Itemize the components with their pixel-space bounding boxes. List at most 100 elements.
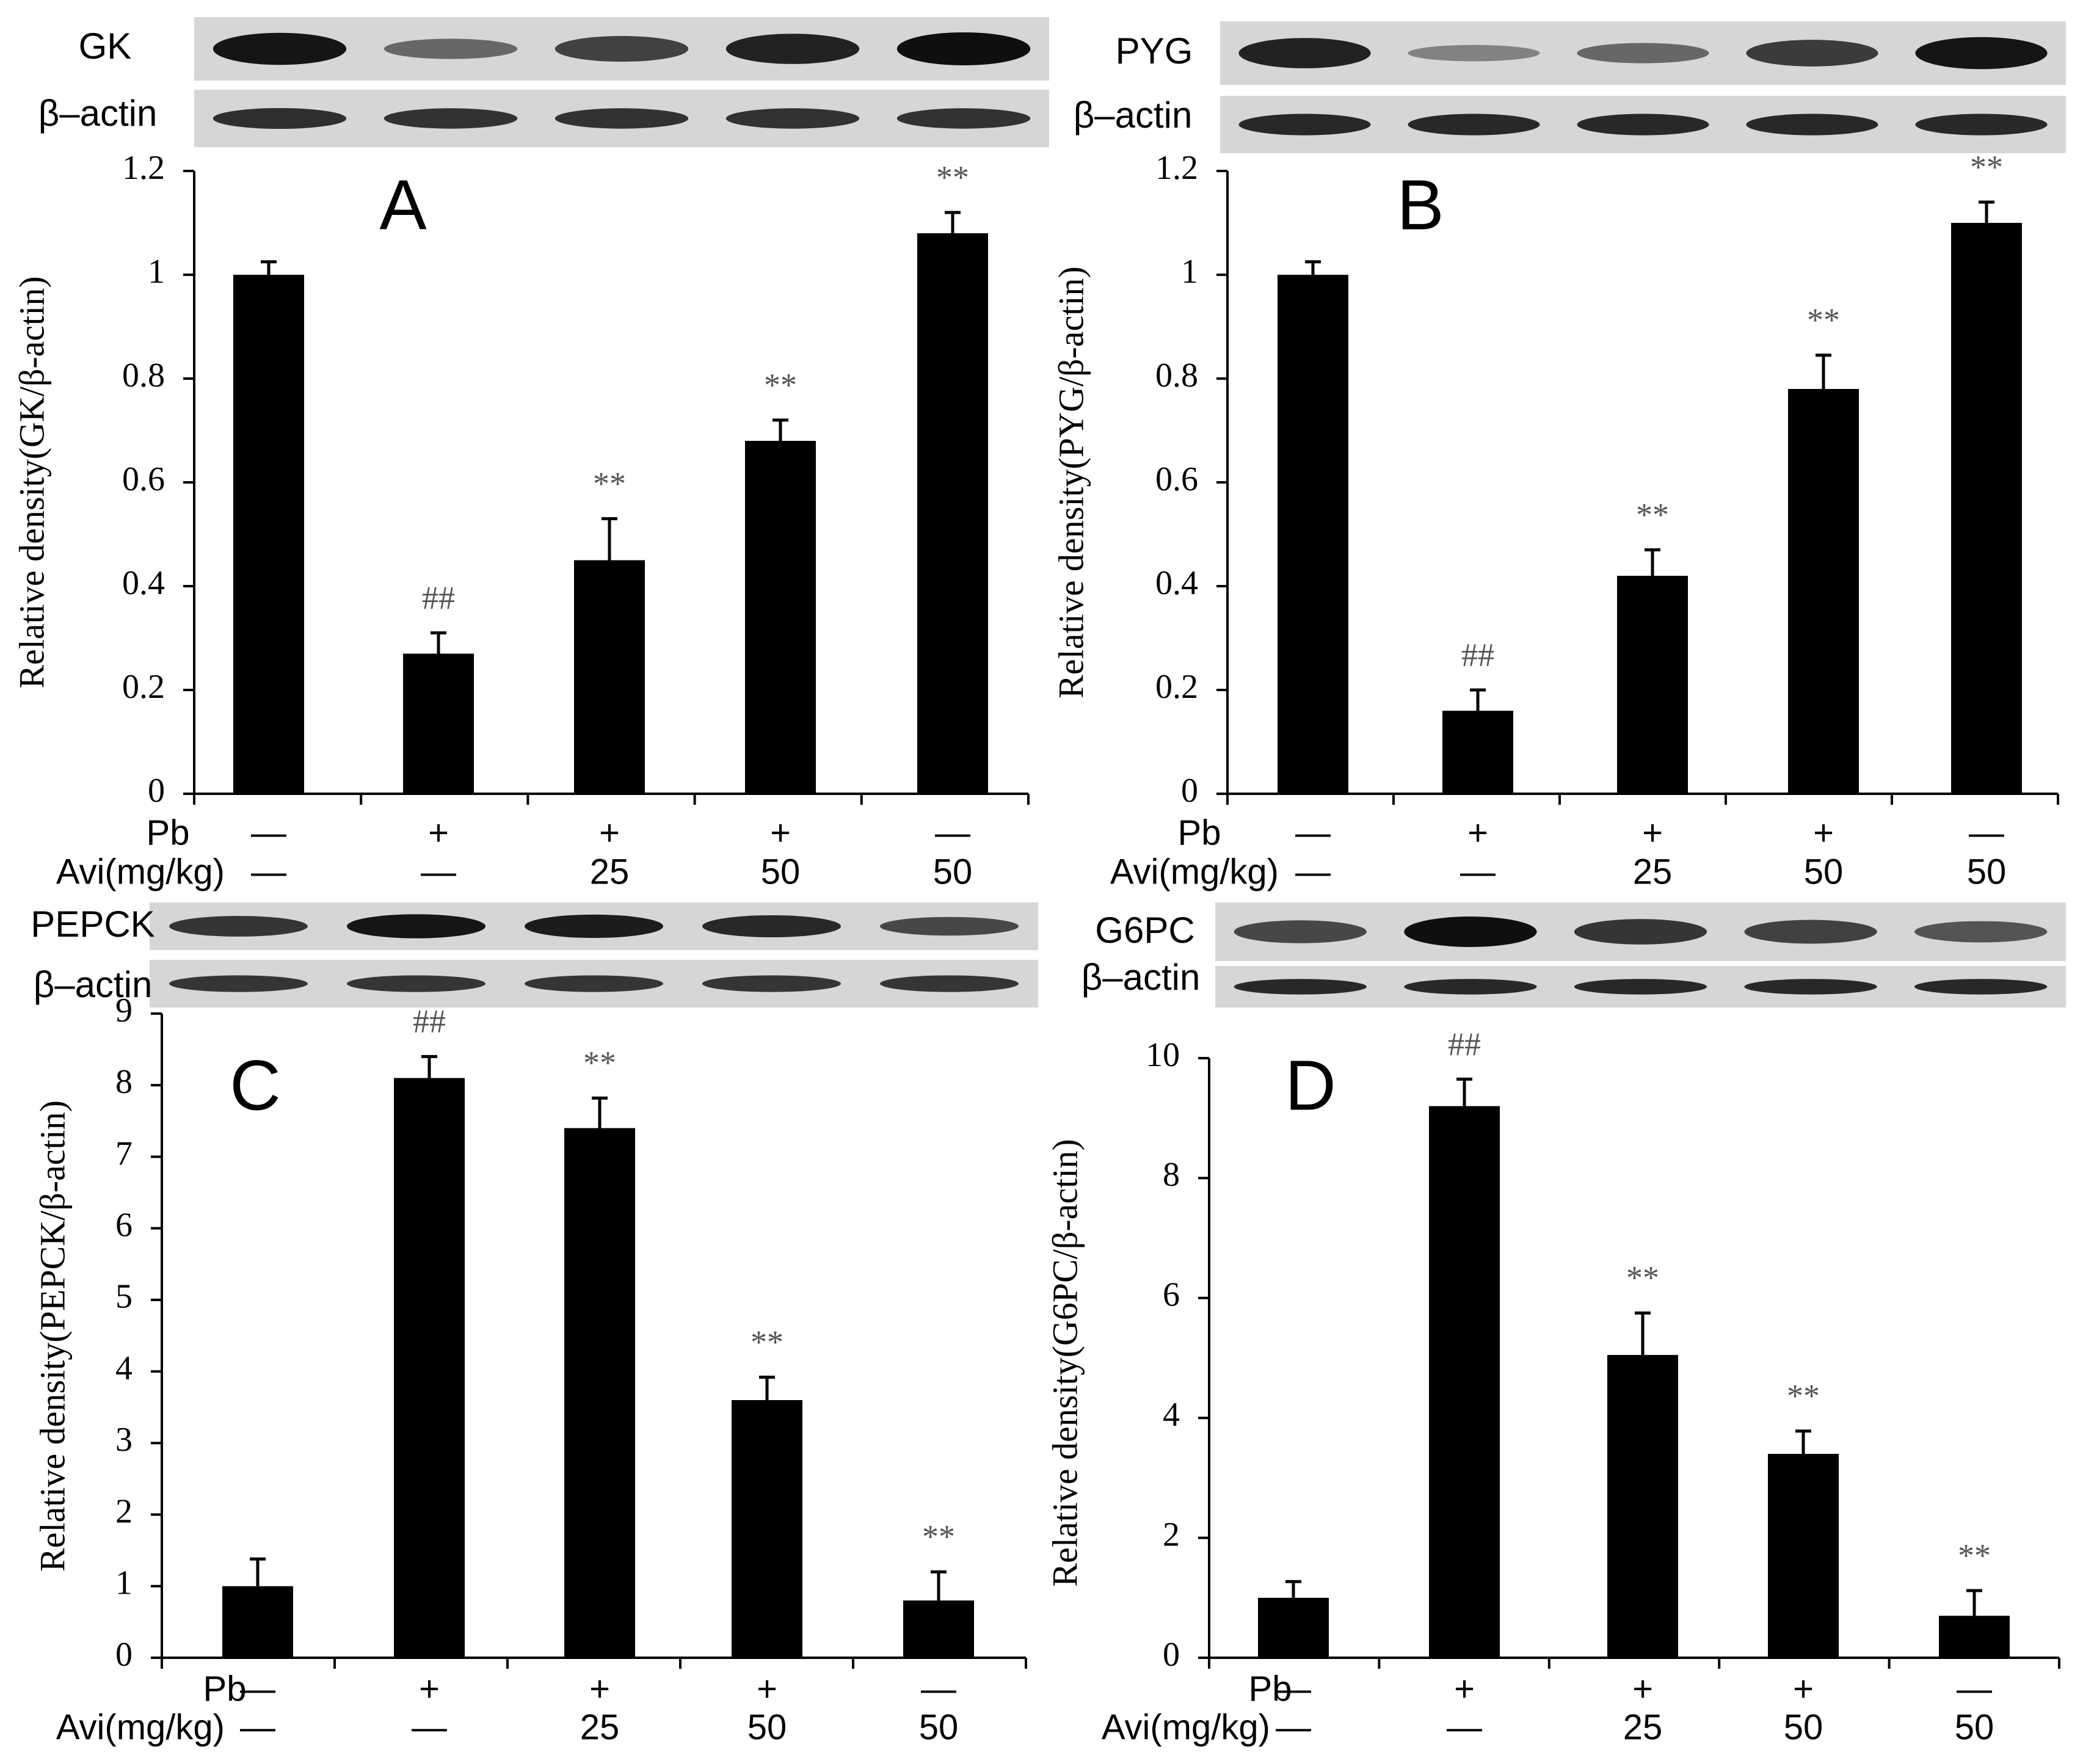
y-tick-label: 4 [115,1349,133,1387]
avi-group-value: — [412,1707,447,1747]
pb-row-label: Pb [1249,1669,1292,1708]
panel-label: D [1285,1046,1336,1125]
significance-mark: ** [1958,1537,1991,1573]
bar [903,1600,974,1658]
chart-panel-a: GK β–actin 0 0.2 0.4 0.6 0.8 1 1.2 Relative densi… [12,17,1049,891]
y-tick-label: 0.2 [1155,668,1198,706]
panel-label: B [1397,165,1444,245]
actin-blot-band [725,108,860,129]
actin-label: β–actin [34,964,153,1005]
avi-group-value: 50 [747,1707,787,1747]
target-blot-band [896,32,1031,66]
significance-mark: ** [922,1519,955,1555]
avi-group-value: — [240,1707,275,1747]
actin-blot-band [1238,114,1371,136]
actin-blot-band [1744,979,1877,995]
bar [1788,389,1859,794]
avi-group-value: — [1295,852,1331,891]
pb-group-value: — [935,813,970,852]
y-tick-label: 6 [1163,1276,1180,1314]
actin-blot-band [1574,979,1707,995]
bar [1258,1597,1329,1658]
bar [1429,1106,1500,1658]
bar [403,653,474,794]
pb-group-value: + [1454,1669,1475,1708]
y-tick-label: 1 [115,1564,133,1602]
chart-panel-d: G6PC β–actin 0 2 4 6 8 10 Relative density(G6PC/… [1045,902,2066,1747]
chart-panel-b: PYG β–actin 0 0.2 0.4 0.6 0.8 1 1.2 Relative dens… [1051,21,2066,891]
actin-blot-band [1408,114,1540,136]
y-tick-label: 0.6 [122,460,165,498]
pb-group-value: — [1276,1669,1311,1708]
bar [1617,576,1688,794]
protein-label: G6PC [1095,910,1194,951]
y-tick-label: 0.8 [122,357,165,394]
significance-mark: ** [583,1045,616,1081]
target-blot-band [169,916,308,937]
bar [1278,275,1348,794]
y-tick-label: 6 [115,1207,133,1244]
pb-group-value: — [1957,1669,1992,1708]
pb-group-value: — [1969,813,2004,852]
avi-group-value: 25 [1623,1707,1663,1747]
significance-mark: ## [422,579,455,616]
avi-group-value: 50 [1804,852,1844,891]
y-tick-label: 9 [115,992,133,1029]
avi-group-value: 50 [919,1707,959,1747]
panel-label: C [230,1046,281,1125]
pb-row-label: Pb [203,1669,247,1708]
y-tick-label: 1.2 [122,149,165,187]
pb-group-value: — [251,813,286,852]
y-tick-label: 0.6 [1155,460,1198,498]
bar [233,275,304,794]
target-blot-band [725,34,860,64]
y-tick-label: 0.8 [1155,357,1198,394]
actin-blot-band [347,975,485,992]
actin-blot-band [702,975,841,992]
pb-group-value: + [419,1669,440,1708]
avi-group-value: — [251,852,286,891]
significance-mark: ** [1970,148,2003,185]
y-tick-label: 0.2 [122,668,165,706]
bar [222,1586,293,1658]
bar [1939,1616,2010,1658]
actin-blot-band [1914,979,2048,995]
avi-group-value: 50 [1784,1707,1823,1747]
target-blot-band [1744,920,1877,944]
pb-group-value: + [1467,813,1488,852]
y-axis-title: Relative density(PYG/β-actin) [1051,266,1091,699]
avi-group-value: 50 [1955,1707,1994,1747]
pb-group-value: + [599,813,620,852]
pb-group-value: — [921,1669,956,1708]
avi-row-label: Avi(mg/kg) [1110,852,1279,891]
avi-group-value: 25 [1633,852,1673,891]
target-blot-band [1408,45,1540,62]
significance-mark: ## [413,1003,446,1040]
actin-blot-band [213,107,347,129]
pb-group-value: — [1295,813,1331,852]
avi-group-value: 50 [761,852,801,891]
actin-blot-band [896,108,1031,129]
bar [394,1078,465,1658]
avi-group-value: 50 [1967,852,2007,891]
pb-row-label: Pb [147,813,190,852]
bar [1768,1454,1839,1658]
y-tick-label: 2 [1163,1515,1180,1553]
actin-label: β–actin [1081,957,1201,998]
target-blot-band [525,914,663,938]
y-tick-label: 3 [115,1421,133,1459]
pb-row-label: Pb [1178,813,1221,852]
target-blot-band [1234,920,1367,943]
y-tick-label: 2 [115,1492,133,1530]
y-tick-label: 0 [148,772,165,810]
target-blot-band [702,915,841,938]
y-tick-label: 0 [1163,1636,1180,1674]
pb-group-value: — [240,1669,275,1708]
y-axis-title: Relative density(PEPCK/β-actin) [32,1100,72,1572]
y-tick-label: 1.2 [1155,149,1198,187]
target-blot-band [1404,916,1537,947]
actin-blot-band [169,975,308,992]
pb-group-value: + [770,813,791,852]
actin-blot-band [1746,114,1878,136]
